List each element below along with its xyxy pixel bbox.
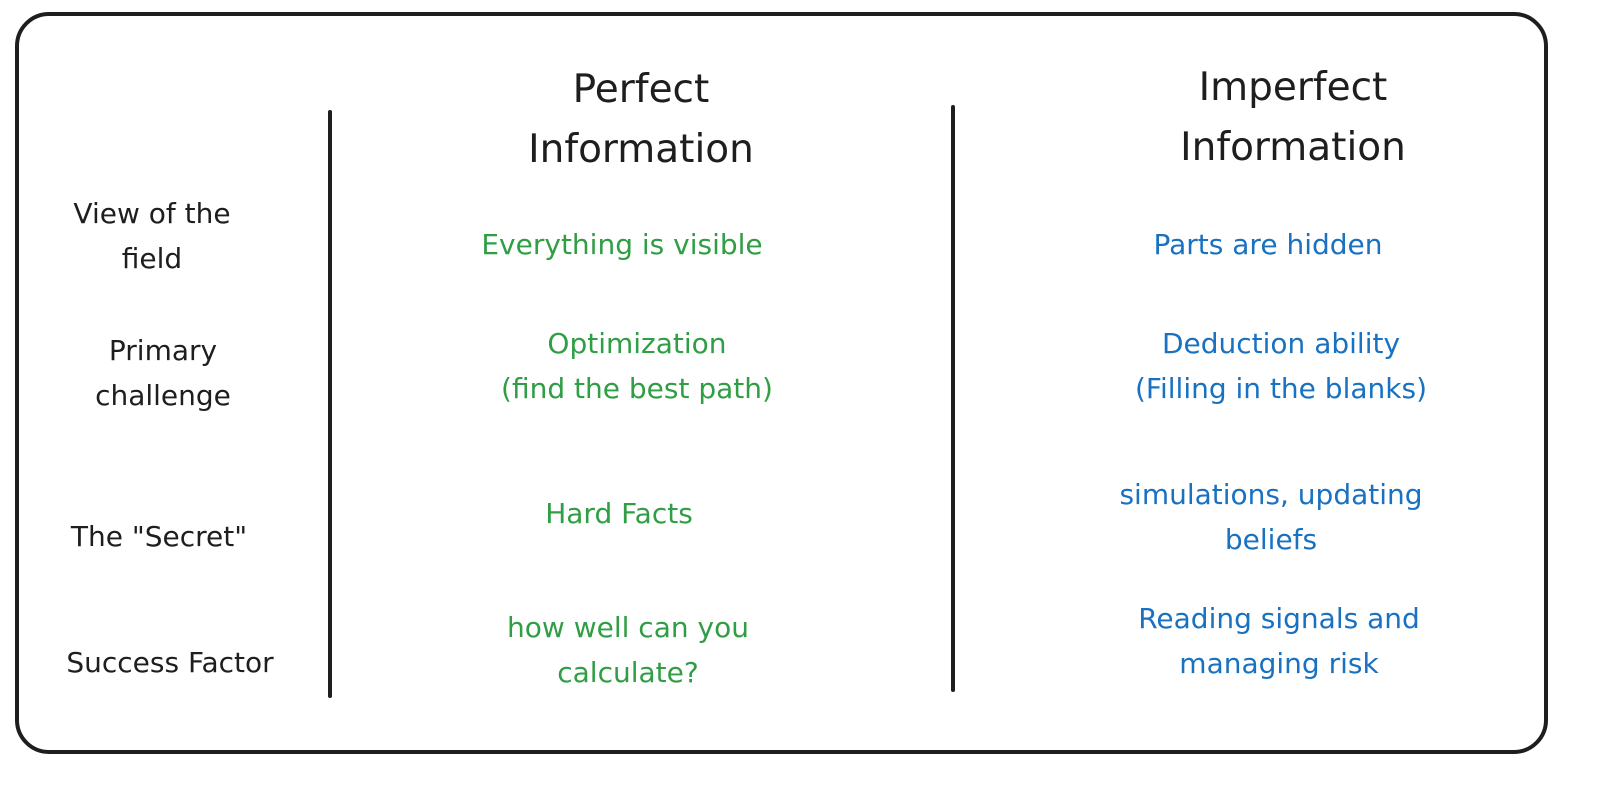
cell-line: (find the best path) <box>501 372 773 405</box>
imperfect-the-secret: simulations, updating beliefs <box>1119 472 1422 562</box>
imperfect-view-of-the-field: Parts are hidden <box>1154 222 1383 267</box>
column-divider-left <box>328 110 332 698</box>
label-line: View of the <box>73 197 231 230</box>
label-line: challenge <box>95 379 231 412</box>
cell-line: simulations, updating <box>1119 478 1423 511</box>
label-line: Success Factor <box>66 646 274 679</box>
cell-line: Hard Facts <box>545 497 693 530</box>
cell-line: Reading signals and <box>1138 602 1420 635</box>
imperfect-primary-challenge: Deduction ability (Filling in the blanks… <box>1135 321 1427 411</box>
perfect-view-of-the-field: Everything is visible <box>481 222 762 267</box>
label-line: field <box>121 242 183 275</box>
row-label-view-of-the-field: View of the field <box>73 191 230 281</box>
header-line: Information <box>528 127 754 172</box>
column-divider-right <box>951 105 955 692</box>
row-label-the-secret: The "Secret" <box>71 514 247 559</box>
cell-line: Everything is visible <box>481 228 763 261</box>
cell-line: beliefs <box>1224 523 1318 556</box>
cell-line: Optimization <box>547 327 727 360</box>
cell-line: how well can you <box>507 611 749 644</box>
header-line: Perfect <box>572 67 710 112</box>
label-line: Primary <box>108 334 218 367</box>
header-line: Information <box>1180 125 1406 170</box>
header-perfect-information: Perfect Information <box>528 60 754 180</box>
cell-line: Deduction ability <box>1161 327 1401 360</box>
cell-line: managing risk <box>1179 647 1379 680</box>
perfect-primary-challenge: Optimization (find the best path) <box>501 321 773 411</box>
imperfect-success-factor: Reading signals and managing risk <box>1138 596 1420 686</box>
cell-line: Parts are hidden <box>1153 228 1383 261</box>
header-line: Imperfect <box>1198 65 1388 110</box>
row-label-success-factor: Success Factor <box>66 640 273 685</box>
label-line: The "Secret" <box>70 520 248 553</box>
cell-line: (Filling in the blanks) <box>1135 372 1427 405</box>
perfect-the-secret: Hard Facts <box>545 491 693 536</box>
perfect-success-factor: how well can you calculate? <box>507 605 749 695</box>
row-label-primary-challenge: Primary challenge <box>95 328 231 418</box>
cell-line: calculate? <box>557 656 699 689</box>
header-imperfect-information: Imperfect Information <box>1180 58 1406 178</box>
diagram-frame <box>15 12 1548 754</box>
